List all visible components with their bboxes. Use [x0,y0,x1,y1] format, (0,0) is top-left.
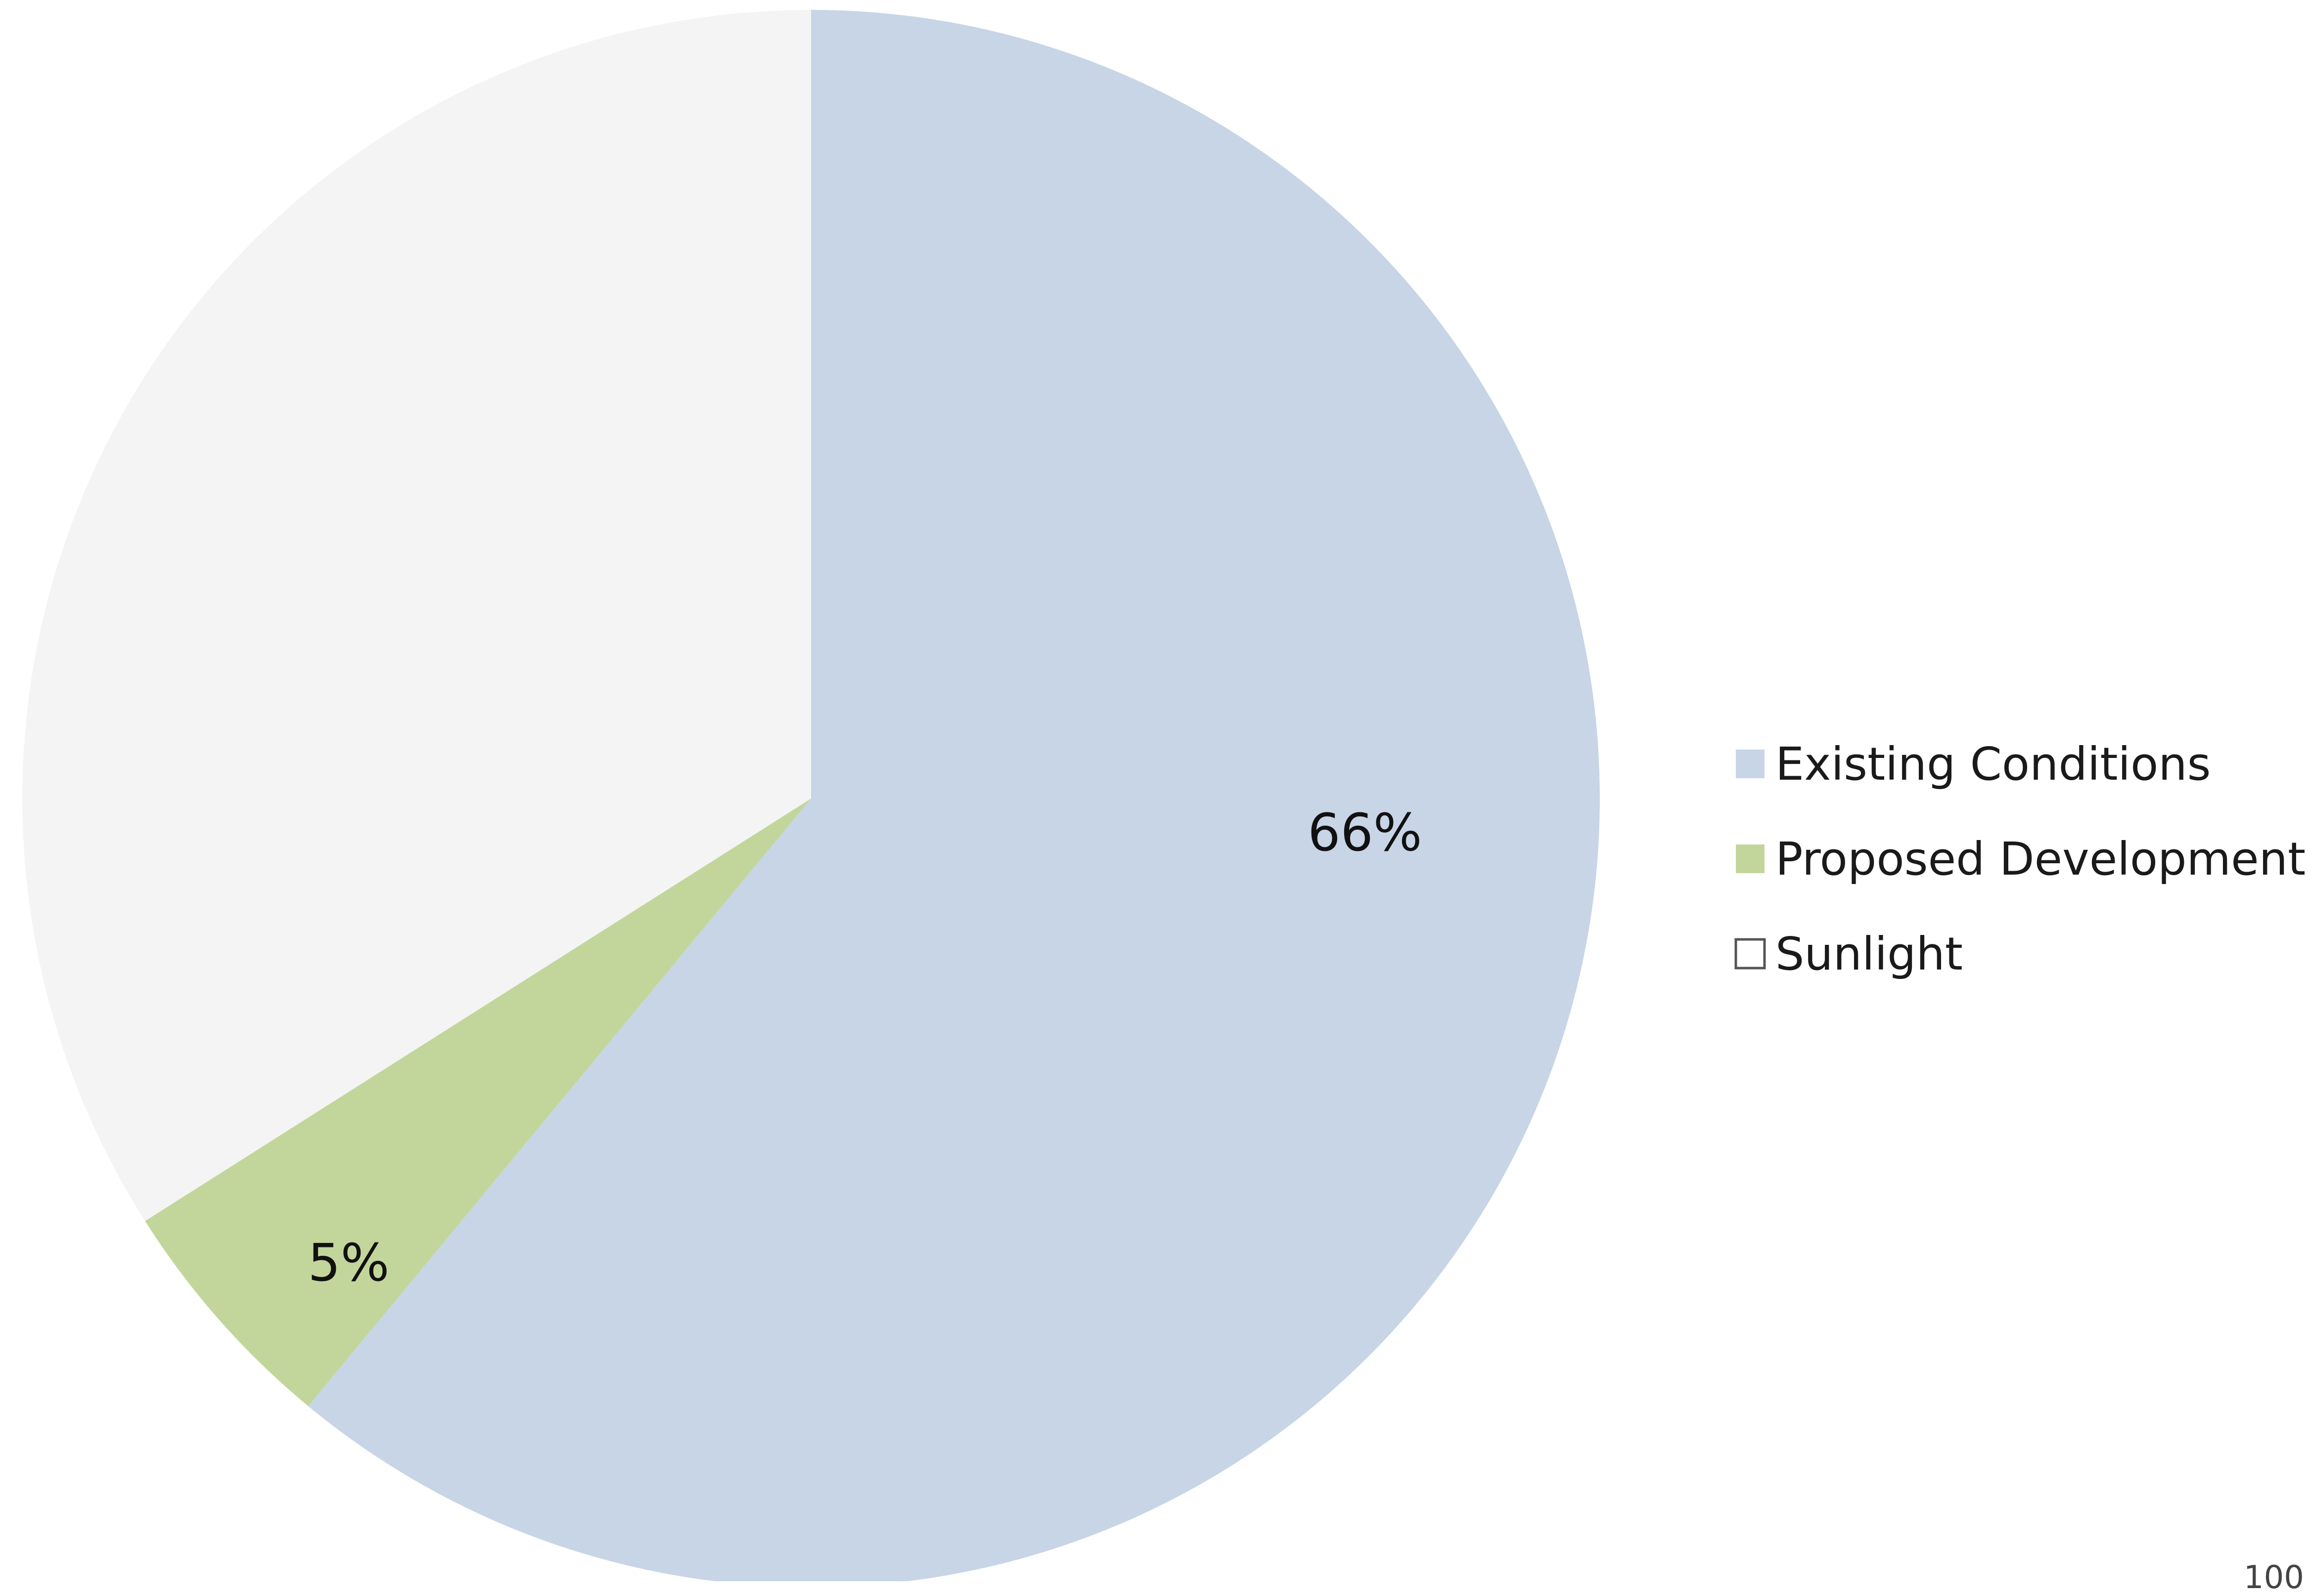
legend-swatch-proposed-development [1736,844,1765,873]
legend-label-sunlight: Sunlight [1775,928,1963,980]
legend-swatch-existing-conditions [1736,750,1765,778]
data-label-proposed-development: 5% [308,1233,390,1293]
legend: Existing Conditions Proposed Development S… [1734,738,2306,980]
page-number: 100 [2243,1559,2304,1596]
pie-slice-sunlight [22,10,812,1221]
pie-slice-existing-conditions [308,10,1600,1581]
legend-swatch-sunlight [1734,938,1766,970]
pie-data-labels: 66% 5% [308,802,1422,1293]
data-label-existing-conditions: 66% [1308,802,1422,863]
legend-label-existing-conditions: Existing Conditions [1775,738,2211,791]
pie-slices [22,10,1600,1581]
legend-label-proposed-development: Proposed Development [1775,833,2306,886]
pie-slice-proposed-development [145,798,811,1406]
